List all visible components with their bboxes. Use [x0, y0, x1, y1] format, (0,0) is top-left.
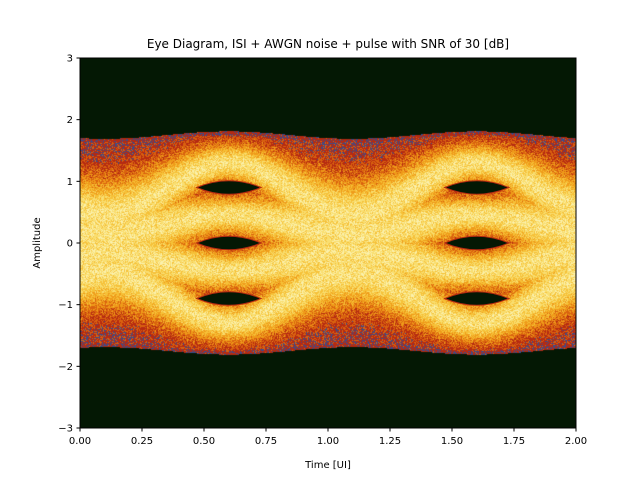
eye-opening [195, 180, 263, 195]
x-tick-label: 1.00 [317, 436, 339, 447]
y-axis-label: Amplitude [32, 217, 43, 268]
x-tick-label: 1.75 [503, 436, 525, 447]
y-tick-label: 0 [67, 239, 73, 250]
x-tick-label: 2.00 [565, 436, 587, 447]
x-tick-label: 0.25 [131, 436, 153, 447]
x-tick-label: 1.25 [379, 436, 401, 447]
chart-title: Eye Diagram, ISI + AWGN noise + pulse wi… [147, 37, 509, 51]
x-tick-label: 0.75 [255, 436, 277, 447]
x-tick-label: 1.50 [441, 436, 463, 447]
eye-opening [443, 235, 511, 251]
x-tick-label: 0.00 [69, 436, 91, 447]
y-tick-label: −2 [58, 362, 73, 373]
eye-opening [443, 180, 511, 195]
eye-opening [195, 235, 263, 251]
y-tick-label: 2 [67, 115, 73, 126]
eye-opening [195, 291, 263, 306]
x-tick-label: 0.50 [193, 436, 215, 447]
eye-openings [195, 180, 511, 306]
y-tick-label: 3 [67, 54, 73, 65]
y-tick-label: −3 [58, 424, 73, 435]
y-axis: 3 2 1 0 −1 −2 −3 [58, 54, 80, 435]
x-axis-label: Time [UI] [304, 460, 351, 471]
y-tick-label: 1 [67, 177, 73, 188]
eye-opening [443, 291, 511, 306]
x-axis: 0.00 0.25 0.50 0.75 1.00 1.25 1.50 1.75 2.00 [69, 428, 587, 447]
y-tick-label: −1 [58, 300, 73, 311]
